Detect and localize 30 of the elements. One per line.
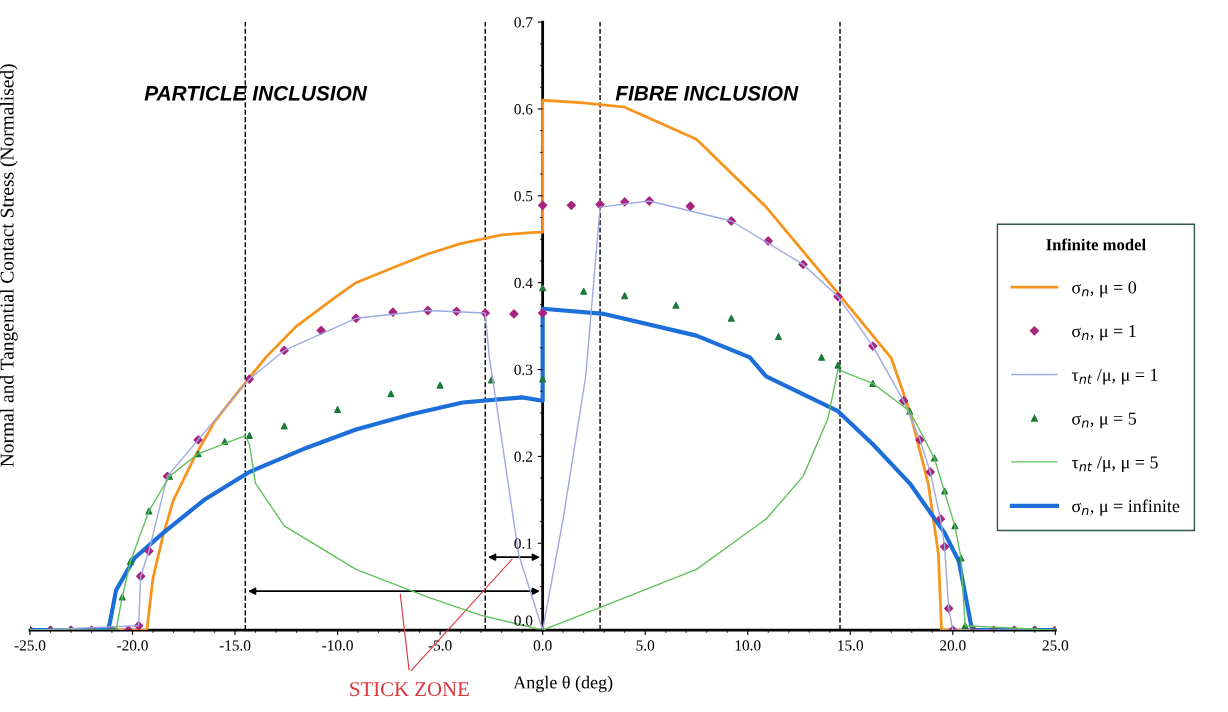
x-tick-label: -25.0	[14, 640, 46, 651]
x-tick-label: 15.0	[838, 640, 864, 651]
y-tick-label: 0.1	[514, 538, 533, 549]
legend-label: τ$_{nt}$ /μ, μ = 1	[1071, 368, 1158, 385]
y-tick-label: 0.6	[514, 104, 533, 115]
x-tick-label: 25.0	[1042, 640, 1069, 651]
x-tick-label: 5.0	[636, 640, 655, 651]
legend-label: σ$_{n}$, μ = 1	[1072, 325, 1136, 341]
x-tick-label: -10.0	[322, 640, 353, 651]
y-tick-label: 0.2	[514, 451, 533, 462]
x-tick-label: 10.0	[735, 640, 761, 651]
x-tick-label: -20.0	[117, 640, 148, 651]
legend-label: σ$_{n}$, μ = infinite	[1072, 499, 1180, 516]
x-axis-title: Angle θ (deg)	[513, 675, 613, 693]
legend-label: σ$_{n}$, μ = 0	[1072, 281, 1137, 298]
y-tick-label: 0.4	[514, 277, 533, 289]
annotation: PARTICLE INCLUSION	[144, 85, 368, 101]
x-tick-label: 0.0	[533, 640, 552, 651]
y-tick-label: 0.5	[514, 190, 533, 202]
legend-label: σ$_{n}$, μ = 5	[1072, 412, 1137, 429]
y-tick-label: 0.7	[514, 17, 533, 28]
y-tick-label: 0.3	[514, 364, 533, 376]
legend-label: τ$_{nt}$ /μ, μ = 5	[1071, 456, 1158, 473]
y-axis-title: Normal and Tangential Contact Stress (Normalised)	[0, 64, 18, 467]
annotation: FIBRE INCLUSION	[615, 85, 799, 101]
y-tick-label: 0.0	[514, 615, 533, 626]
text: STICK ZONE	[350, 682, 469, 697]
x-tick-label: 20.0	[940, 640, 966, 651]
legend-title: Infinite model	[1046, 238, 1146, 251]
x-tick-label: -15.0	[219, 640, 251, 651]
